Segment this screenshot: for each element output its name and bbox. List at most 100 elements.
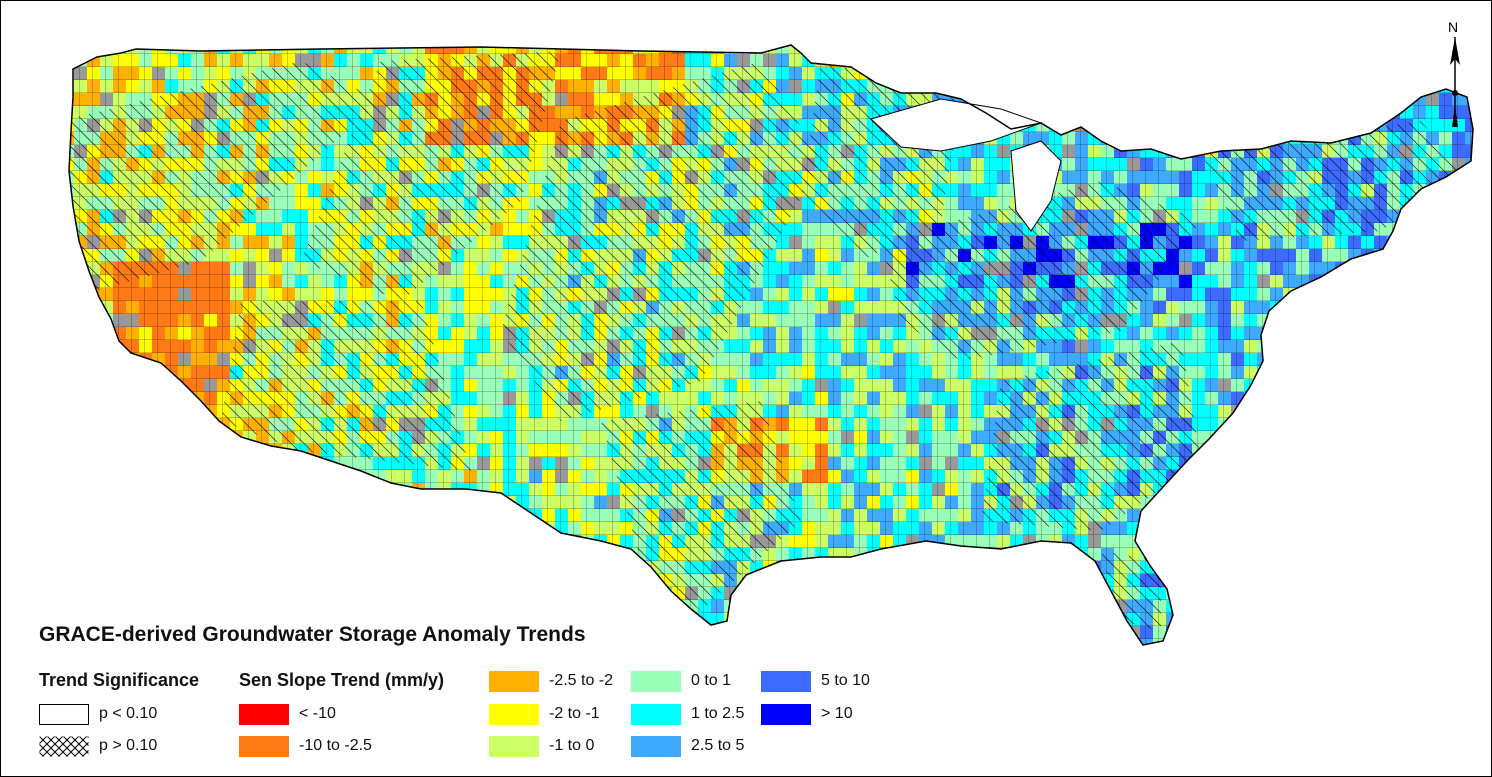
grid-cell bbox=[1153, 67, 1166, 80]
grid-cell bbox=[1205, 600, 1218, 613]
grid-cell bbox=[1218, 444, 1231, 457]
grid-cell bbox=[1413, 522, 1426, 535]
grid-cell bbox=[1270, 106, 1283, 119]
grid-cell bbox=[1309, 54, 1322, 67]
grid-cell bbox=[1296, 288, 1309, 301]
grid-cell bbox=[945, 80, 958, 93]
grid-cell bbox=[1257, 379, 1270, 392]
grid-cell bbox=[412, 574, 425, 587]
grid-cell bbox=[1452, 600, 1465, 613]
grid-cell bbox=[1101, 45, 1114, 54]
grid-cell bbox=[1322, 418, 1335, 431]
grid-cell bbox=[802, 561, 815, 574]
grid-cell bbox=[1374, 405, 1387, 418]
grid-cell bbox=[1205, 93, 1218, 106]
grid-cell bbox=[737, 587, 750, 600]
grid-cell bbox=[1452, 574, 1465, 587]
grid-cell bbox=[1361, 483, 1374, 496]
grid-cell bbox=[828, 587, 841, 600]
grid-cell bbox=[1283, 67, 1296, 80]
grid-cell bbox=[1218, 54, 1231, 67]
grid-cell bbox=[217, 548, 230, 561]
grid-cell bbox=[321, 574, 334, 587]
grid-cell bbox=[1257, 444, 1270, 457]
grid-cell bbox=[1062, 93, 1075, 106]
grid-cell bbox=[1322, 522, 1335, 535]
grid-cell bbox=[1231, 431, 1244, 444]
grid-cell bbox=[945, 561, 958, 574]
grid-cell bbox=[113, 535, 126, 548]
grid-cell bbox=[1257, 457, 1270, 470]
grid-cell bbox=[334, 561, 347, 574]
grid-cell bbox=[295, 496, 308, 509]
grid-cell bbox=[997, 600, 1010, 613]
grid-cell bbox=[399, 574, 412, 587]
grid-cell bbox=[1036, 67, 1049, 80]
grid-cell bbox=[1166, 496, 1179, 509]
grid-cell bbox=[425, 574, 438, 587]
grid-cell bbox=[178, 574, 191, 587]
grid-cell bbox=[256, 522, 269, 535]
grid-cell bbox=[971, 613, 984, 626]
grid-cell bbox=[1400, 574, 1413, 587]
grid-cell bbox=[1478, 509, 1491, 522]
grid-cell bbox=[1335, 431, 1348, 444]
grid-cell bbox=[1465, 262, 1473, 275]
grid-cell bbox=[1309, 45, 1322, 54]
grid-cell bbox=[815, 561, 828, 574]
grid-cell bbox=[1283, 405, 1296, 418]
grid-cell bbox=[880, 561, 893, 574]
grid-cell bbox=[1101, 54, 1114, 67]
grid-cell bbox=[1348, 405, 1361, 418]
grid-cell bbox=[828, 574, 841, 587]
grid-cell bbox=[1335, 80, 1348, 93]
grid-cell bbox=[1309, 574, 1322, 587]
grid-cell bbox=[1361, 275, 1374, 288]
grid-cell bbox=[1322, 496, 1335, 509]
grid-cell bbox=[1270, 535, 1283, 548]
grid-cell bbox=[906, 67, 919, 80]
grid-cell bbox=[776, 587, 789, 600]
grid-cell bbox=[1335, 301, 1348, 314]
grid-cell bbox=[1153, 80, 1166, 93]
grid-cell bbox=[1374, 613, 1387, 626]
grid-cell bbox=[1205, 119, 1218, 132]
grid-cell bbox=[1413, 249, 1426, 262]
grid-cell bbox=[1335, 366, 1348, 379]
grid-cell bbox=[1413, 197, 1426, 210]
grid-cell bbox=[1361, 54, 1374, 67]
grid-cell bbox=[1309, 522, 1322, 535]
grid-cell bbox=[1075, 45, 1088, 54]
grid-cell bbox=[1465, 301, 1473, 314]
grid-cell bbox=[1192, 45, 1205, 54]
grid-cell bbox=[1374, 93, 1387, 106]
grid-cell bbox=[1478, 54, 1491, 67]
grid-cell bbox=[230, 444, 243, 457]
grid-cell bbox=[373, 548, 386, 561]
grid-cell bbox=[1244, 132, 1257, 145]
grid-cell bbox=[1478, 197, 1491, 210]
grid-cell bbox=[347, 561, 360, 574]
grid-cell bbox=[126, 418, 139, 431]
grid-cell bbox=[152, 457, 165, 470]
grid-cell bbox=[1270, 119, 1283, 132]
grid-cell bbox=[1192, 509, 1205, 522]
grid-cell bbox=[1166, 509, 1179, 522]
grid-cell bbox=[1231, 613, 1244, 626]
grid-cell bbox=[1283, 301, 1296, 314]
grid-cell bbox=[1426, 197, 1439, 210]
grid-cell bbox=[477, 548, 490, 561]
grid-cell bbox=[1452, 444, 1465, 457]
grid-cell bbox=[152, 600, 165, 613]
grid-cell bbox=[958, 587, 971, 600]
grid-cell bbox=[1257, 613, 1270, 626]
grid-cell bbox=[1257, 496, 1270, 509]
grid-cell bbox=[1374, 366, 1387, 379]
grid-cell bbox=[100, 392, 113, 405]
grid-cell bbox=[1335, 54, 1348, 67]
grid-cell bbox=[1218, 431, 1231, 444]
grid-cell bbox=[1192, 457, 1205, 470]
grid-cell bbox=[360, 561, 373, 574]
grid-cell bbox=[321, 587, 334, 600]
grid-cell bbox=[1348, 457, 1361, 470]
